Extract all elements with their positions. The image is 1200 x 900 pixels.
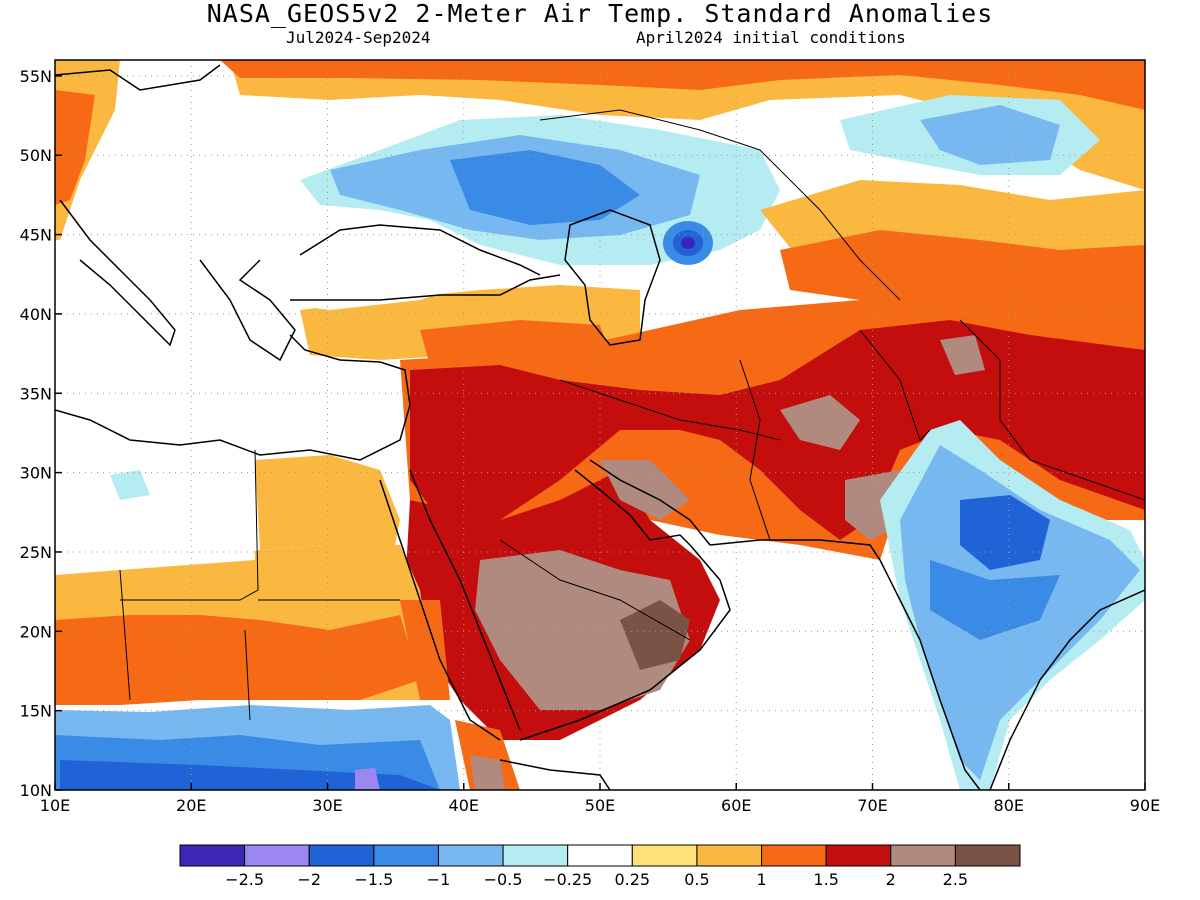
colorbar-swatch [437, 844, 504, 867]
y-tick-label: 45N [20, 226, 52, 245]
y-tick-label: 20N [20, 622, 52, 641]
longitude-axis: 10E 20E 30E 40E 50E 60E 70E 80E 90E [40, 783, 1160, 815]
colorbar-swatch [761, 844, 827, 867]
region-oman-extreme [620, 600, 690, 670]
region-middle-east-hot [410, 320, 1145, 540]
region-india-blue [960, 495, 1050, 570]
colorbar-swatch [696, 844, 763, 867]
colorbar-label: −2 [297, 870, 321, 889]
colorbar-swatch [244, 844, 310, 867]
y-tick-label: 25N [20, 543, 52, 562]
region-afghanistan-extreme [780, 395, 860, 450]
colorbar-swatch [890, 844, 956, 867]
x-tick-label: 50E [585, 796, 615, 815]
x-tick-label: 30E [312, 796, 342, 815]
map-title: NASA_GEOS5v2 2-Meter Air Temp. Standard … [206, 0, 994, 28]
colorbar-label: 0.5 [684, 870, 709, 889]
y-tick-label: 40N [20, 305, 52, 324]
colorbar-swatch [373, 844, 439, 867]
colorbar-swatch [825, 844, 892, 867]
y-tick-label: 10N [20, 781, 52, 800]
x-tick-label: 60E [721, 796, 751, 815]
x-tick-label: 80E [994, 796, 1024, 815]
region-sudan-orange [55, 615, 420, 705]
region-east-asia-orange [780, 230, 1145, 340]
y-tick-label: 35N [20, 384, 52, 403]
region-north-orange [220, 60, 1145, 110]
colorbar-swatch [502, 844, 569, 867]
colorbar-label: −1.5 [354, 870, 393, 889]
forecast-period: Jul2024-Sep2024 [286, 28, 431, 47]
colorbar-label: −2.5 [225, 870, 264, 889]
colorbar-label: 0.25 [614, 870, 650, 889]
colorbar-label: 1.5 [813, 870, 838, 889]
region-north-warm [55, 60, 1145, 190]
y-tick-label: 50N [20, 146, 52, 165]
y-tick-label: 55N [20, 67, 52, 86]
y-tick-label: 15N [20, 702, 52, 721]
region-arabia-extreme [475, 550, 690, 710]
x-tick-label: 90E [1130, 796, 1160, 815]
colorbar-label: 2.5 [943, 870, 968, 889]
latitude-axis: 10N 15N 20N 25N 30N 35N 40N 45N 50N 55N [20, 67, 62, 800]
colorbar-label: −0.5 [484, 870, 523, 889]
colorbar-swatch [308, 844, 375, 867]
colorbar-label: −1 [427, 870, 451, 889]
region-egypt-warm [255, 455, 400, 550]
colorbar-swatch [954, 844, 1021, 867]
colorbar-label: 2 [886, 870, 896, 889]
x-tick-label: 20E [176, 796, 206, 815]
colorbar-label: −0.25 [543, 870, 592, 889]
x-tick-label: 40E [449, 796, 479, 815]
colorbar-swatch [567, 844, 633, 867]
y-tick-label: 30N [20, 464, 52, 483]
x-tick-label: 10E [40, 796, 70, 815]
region-red-sea-orange [400, 600, 450, 700]
color-legend: −2.5 −2 −1.5 −1 −0.5 −0.25 0.25 0.5 1 1.5 2 2.5 [179, 844, 1021, 889]
initial-conditions: April2024 initial conditions [636, 28, 906, 47]
colorbar-swatch [179, 844, 246, 867]
region-west-europe-orange [55, 90, 95, 205]
region-central-asia-blue [450, 150, 640, 225]
region-ethiopia-warm [455, 720, 520, 790]
colorbar-swatch [631, 844, 698, 867]
anomaly-fields [55, 60, 1145, 790]
coastlines [55, 64, 1145, 790]
colorbar-label: 1 [756, 870, 766, 889]
x-tick-label: 70E [857, 796, 887, 815]
